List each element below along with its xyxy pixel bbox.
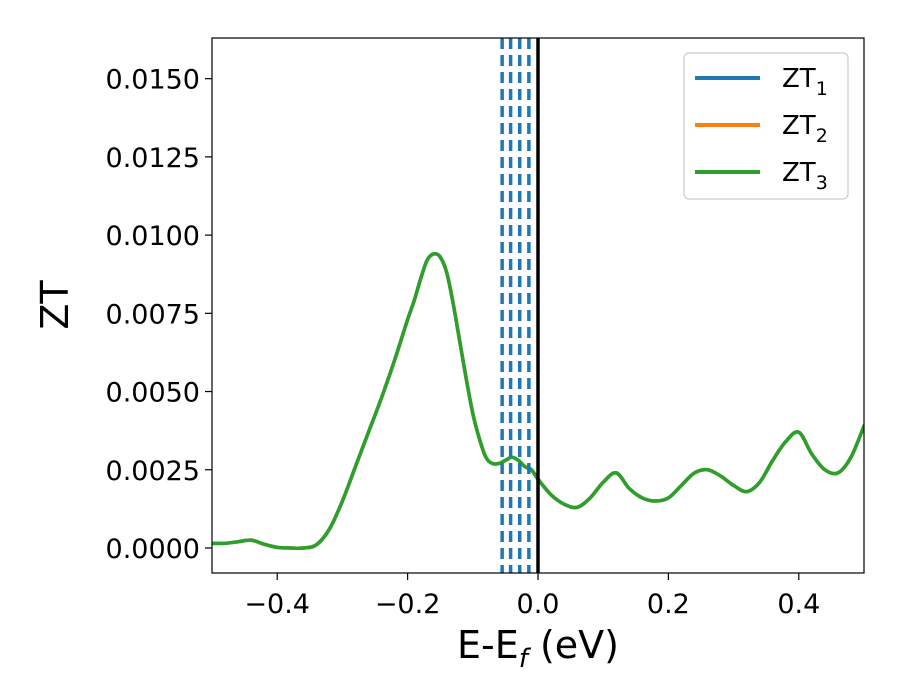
x-tick-label: −0.4 <box>244 589 310 620</box>
x-axis-label-main: E-E <box>457 623 519 667</box>
y-tick-label: 0.0075 <box>106 299 200 330</box>
legend-label-zt2: ZT2 <box>782 111 828 147</box>
legend-label-zt3-sub: 3 <box>816 172 828 194</box>
plot-area <box>212 38 864 573</box>
legend-label-zt3: ZT3 <box>782 158 828 194</box>
series-line-zt3 <box>212 251 864 550</box>
x-tick-label: −0.2 <box>375 589 441 620</box>
legend-label-zt2-main: ZT <box>782 111 816 141</box>
y-tick-label: 0.0025 <box>106 456 200 487</box>
legend: ZT1 ZT2 ZT3 <box>683 52 849 200</box>
x-axis-label: E-Ef (eV) <box>457 623 619 674</box>
y-tick-label: 0.0150 <box>106 65 200 96</box>
legend-label-zt3-main: ZT <box>782 158 816 188</box>
y-axis: 0.0000 0.0025 0.0050 0.0075 0.0100 0.0125 0.01… <box>106 65 212 565</box>
x-axis-label-unit: (eV) <box>528 623 619 667</box>
x-tick-label: 0.2 <box>647 589 690 620</box>
y-tick-label: 0.0000 <box>106 534 200 565</box>
y-tick-label: 0.0125 <box>106 143 200 174</box>
x-tick-label: 0.0 <box>517 589 560 620</box>
legend-label-zt1-main: ZT <box>782 64 816 94</box>
plot-content <box>212 38 864 573</box>
legend-label-zt1-sub: 1 <box>816 78 828 100</box>
plot-frame <box>211 37 865 574</box>
legend-label-zt2-sub: 2 <box>816 125 828 147</box>
x-axis: −0.4 −0.2 0.0 0.2 0.4 <box>244 573 820 620</box>
y-tick-label: 0.0100 <box>106 221 200 252</box>
legend-label-zt1: ZT1 <box>782 64 828 100</box>
y-tick-label: 0.0050 <box>106 378 200 409</box>
legend-box <box>683 52 849 200</box>
x-tick-label: 0.4 <box>777 589 820 620</box>
y-axis-label: ZT <box>33 280 77 330</box>
